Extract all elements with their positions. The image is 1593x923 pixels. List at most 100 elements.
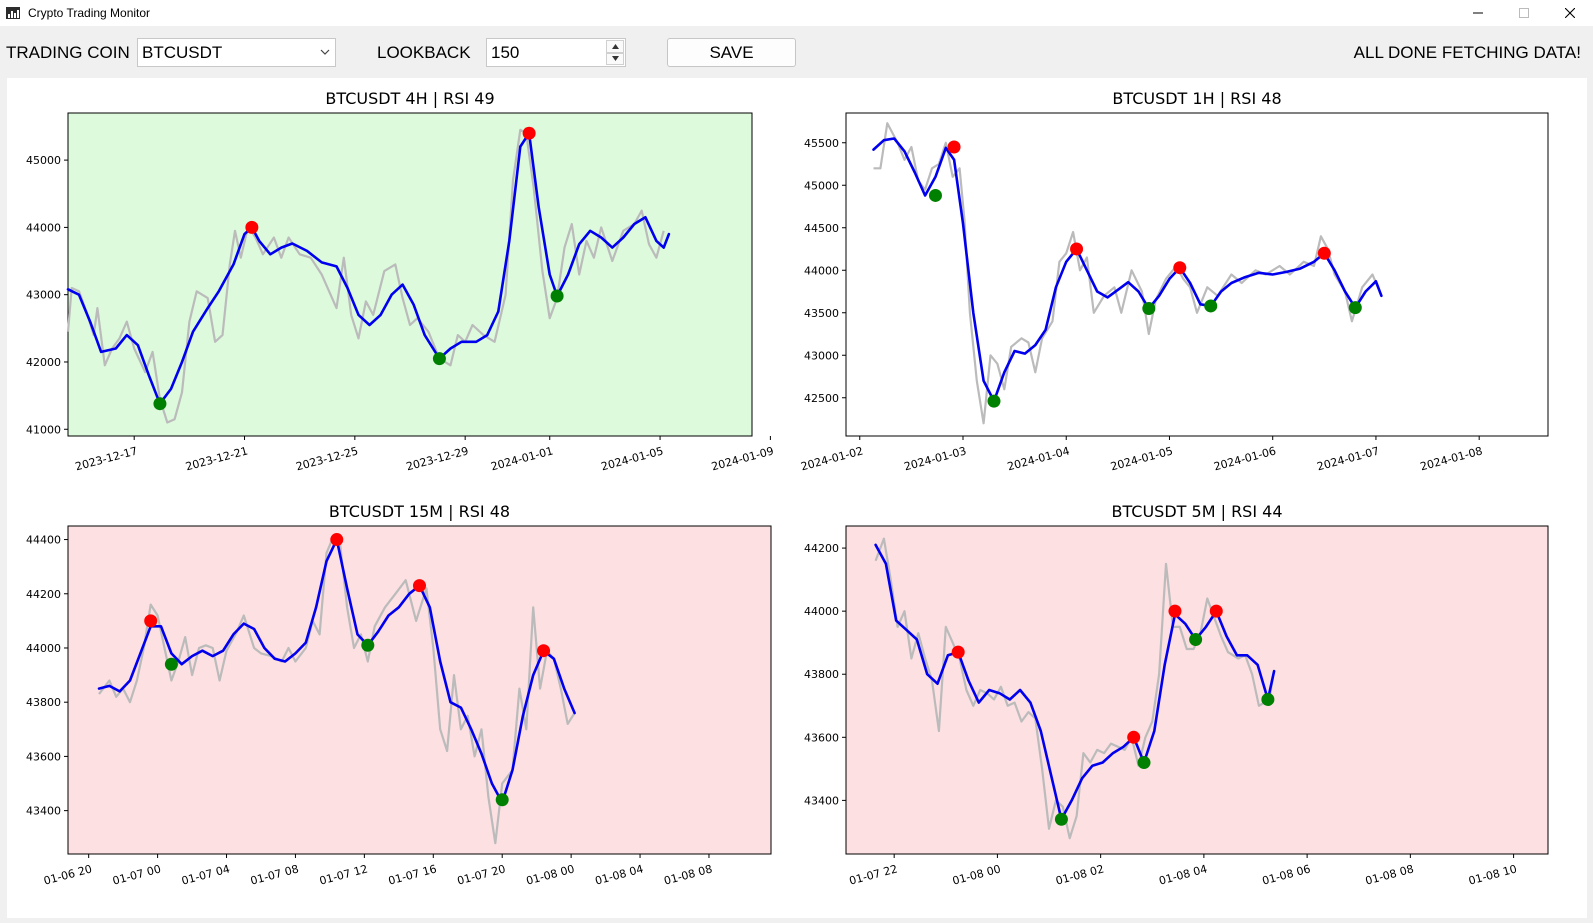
y-tick-label: 43000 [804, 349, 839, 362]
peak-marker [1168, 604, 1182, 618]
plot-frame [67, 525, 772, 855]
y-tick-label: 45000 [26, 154, 61, 167]
y-tick-label: 44000 [804, 605, 839, 618]
trough-marker [495, 793, 509, 807]
y-tick-label: 43500 [804, 307, 839, 320]
close-icon [1565, 8, 1575, 18]
x-tick-label: 2024-01-04 [1006, 444, 1071, 473]
x-tick-label: 01-07 20 [456, 862, 507, 887]
x-tick-label: 2023-12-25 [294, 444, 359, 473]
trough-marker [550, 289, 564, 303]
plot-frame [845, 112, 1549, 437]
y-tick-label: 44200 [804, 542, 839, 555]
y-tick-label: 43400 [26, 805, 61, 818]
maximize-button[interactable] [1501, 0, 1547, 26]
y-tick-label: 43800 [26, 696, 61, 709]
peak-marker [1070, 242, 1084, 256]
window-title: Crypto Trading Monitor [28, 6, 151, 20]
close-button[interactable] [1547, 0, 1593, 26]
y-tick-label: 43600 [26, 750, 61, 763]
chart-title: BTCUSDT 15M | RSI 48 [329, 502, 510, 521]
window-controls [1455, 0, 1593, 26]
y-tick-label: 43000 [26, 289, 61, 302]
x-tick-label: 2024-01-07 [1316, 444, 1381, 473]
plot-frame [845, 525, 1549, 855]
x-tick-label: 2024-01-03 [903, 444, 968, 473]
raw-price-line [874, 537, 1276, 840]
chart-panel-3: BTCUSDT 5M | RSI 44 43400 43600 43800 44000 4… [804, 502, 1549, 888]
trading-coin-select[interactable]: BTCUSDT [137, 38, 336, 67]
chart-title: BTCUSDT 5M | RSI 44 [1111, 502, 1282, 521]
chart-panel-2: BTCUSDT 15M | RSI 48 43400 43600 43800 44000… [26, 502, 772, 888]
lookback-value: 150 [491, 43, 520, 62]
trough-marker [153, 397, 167, 411]
smoothed-price-line [872, 137, 1383, 403]
trading-coin-label: TRADING COIN [6, 43, 130, 62]
x-tick-label: 01-08 08 [663, 862, 714, 887]
trough-marker [987, 394, 1001, 408]
y-tick-label: 42000 [26, 356, 61, 369]
peak-marker [1317, 246, 1331, 260]
x-tick-label: 01-07 04 [180, 862, 231, 887]
status-text: ALL DONE FETCHING DATA! [1353, 43, 1581, 62]
lookback-spinbox[interactable]: 150 [486, 38, 626, 67]
chart-panel-0: BTCUSDT 4H | RSI 49 41000 42000 43000 44000 4… [26, 89, 775, 473]
y-tick-label: 44200 [26, 588, 61, 601]
trough-marker [432, 352, 446, 366]
spin-down-button[interactable] [606, 52, 624, 65]
trough-marker [1261, 692, 1275, 706]
trough-marker [1054, 812, 1068, 826]
peak-marker [1209, 604, 1223, 618]
trough-marker [361, 638, 375, 652]
x-tick-label: 01-07 12 [318, 862, 369, 887]
peak-marker [522, 126, 536, 140]
x-tick-label: 2024-01-05 [600, 444, 665, 473]
x-tick-label: 01-08 00 [525, 862, 576, 887]
peak-marker [1127, 730, 1141, 744]
x-tick-label: 01-08 04 [1158, 862, 1209, 887]
x-tick-label: 01-06 20 [42, 862, 93, 887]
x-tick-label: 01-08 00 [951, 862, 1002, 887]
save-button[interactable]: SAVE [667, 38, 796, 67]
x-tick-label: 2024-01-05 [1109, 444, 1174, 473]
plot-area: BTCUSDT 4H | RSI 49 41000 42000 43000 44000 4… [7, 78, 1587, 918]
x-tick-label: 01-07 16 [387, 862, 438, 887]
trough-marker [164, 657, 178, 671]
x-tick-label: 2024-01-08 [1419, 444, 1484, 473]
smoothed-price-line [66, 131, 671, 406]
x-tick-label: 2023-12-17 [74, 444, 139, 473]
charts-canvas: BTCUSDT 4H | RSI 49 41000 42000 43000 44000 4… [26, 89, 1549, 888]
trough-marker [1204, 299, 1218, 313]
peak-marker [144, 614, 158, 628]
maximize-icon [1519, 8, 1529, 18]
y-tick-label: 44000 [26, 642, 61, 655]
x-tick-label: 2023-12-21 [184, 444, 249, 473]
trough-marker [1348, 301, 1362, 315]
lookback-label: LOOKBACK [377, 43, 471, 62]
title-bar: Crypto Trading Monitor [0, 0, 1593, 26]
x-tick-label: 2024-01-06 [1212, 444, 1277, 473]
y-tick-label: 44400 [26, 534, 61, 547]
x-tick-label: 01-07 22 [848, 862, 899, 887]
spin-up-button[interactable] [606, 40, 624, 53]
x-tick-label: 01-07 00 [111, 862, 162, 887]
y-tick-label: 45500 [804, 137, 839, 150]
y-tick-label: 43600 [804, 731, 839, 744]
caret-down-icon [611, 56, 619, 62]
y-tick-label: 41000 [26, 423, 61, 436]
minimize-button[interactable] [1455, 0, 1501, 26]
toolbar: TRADING COIN BTCUSDT LOOKBACK 150 SAVE A… [0, 26, 1593, 80]
trough-marker [1142, 302, 1156, 315]
chevron-down-icon [320, 49, 330, 55]
minimize-icon [1473, 12, 1483, 14]
peak-marker [413, 579, 426, 593]
trough-marker [1137, 756, 1151, 770]
y-tick-label: 43800 [804, 668, 839, 681]
caret-up-icon [611, 43, 619, 49]
x-tick-label: 2024-01-09 [710, 444, 775, 473]
trough-marker [1189, 633, 1203, 647]
x-tick-label: 2024-01-02 [799, 444, 864, 473]
x-tick-label: 01-08 06 [1261, 862, 1312, 887]
peak-marker [951, 645, 965, 659]
raw-price-line [66, 128, 665, 424]
